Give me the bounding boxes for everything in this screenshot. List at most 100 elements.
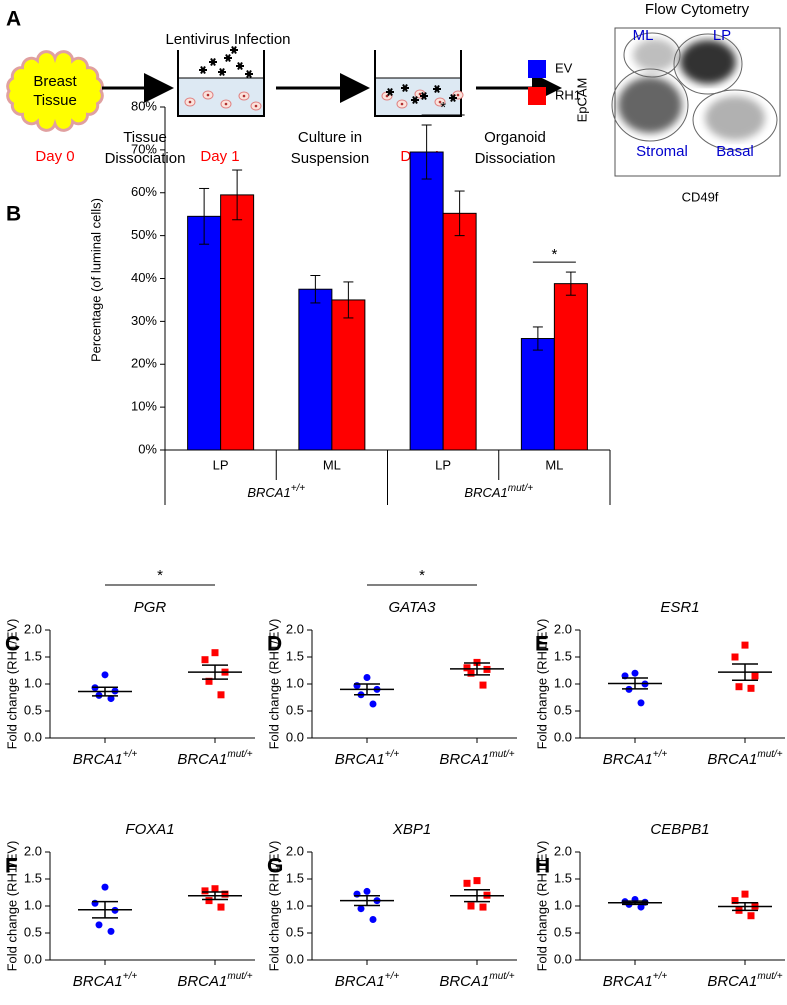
superscript: mut/+ bbox=[489, 971, 514, 982]
nucleus bbox=[188, 100, 192, 104]
virus bbox=[246, 70, 252, 78]
point bbox=[201, 887, 209, 895]
tissue-blob bbox=[6, 50, 104, 132]
step-label: Tissue bbox=[123, 129, 167, 146]
point bbox=[473, 877, 481, 885]
y-tick-label: 2.0 bbox=[24, 621, 42, 636]
y-tick-label: 0.5 bbox=[286, 702, 304, 717]
superscript: +/+ bbox=[653, 749, 668, 760]
nucleus bbox=[206, 93, 210, 97]
x-tick-label: BRCA1+/+ bbox=[335, 971, 400, 990]
gene: BRCA1 bbox=[439, 973, 489, 990]
y-tick-label: 1.0 bbox=[286, 897, 304, 912]
y-tick-label: 1.0 bbox=[554, 897, 572, 912]
gate-label: Basal bbox=[716, 143, 754, 160]
point bbox=[211, 649, 219, 657]
y-axis-label: Fold change (RH1/EV) bbox=[4, 619, 19, 750]
superscript: +/+ bbox=[123, 749, 138, 760]
panel-letter: E bbox=[535, 633, 549, 656]
point bbox=[353, 890, 361, 898]
point bbox=[357, 905, 365, 913]
point bbox=[731, 897, 739, 905]
y-tick-label: 20% bbox=[131, 356, 157, 371]
panel-title: GATA3 bbox=[389, 599, 437, 616]
point bbox=[201, 656, 209, 664]
gene: BRCA1 bbox=[439, 751, 489, 768]
y-tick-label: 1.5 bbox=[554, 870, 572, 885]
panel-letter: H bbox=[535, 855, 550, 878]
point bbox=[467, 669, 475, 677]
legend-swatch bbox=[528, 60, 546, 78]
gene: BRCA1 bbox=[73, 751, 123, 768]
point bbox=[735, 683, 743, 691]
y-tick-label: 70% bbox=[131, 141, 157, 156]
superscript: mut/+ bbox=[757, 971, 782, 982]
gate-label: Stromal bbox=[636, 143, 688, 160]
significance: * bbox=[419, 567, 425, 584]
superscript: +/+ bbox=[123, 971, 138, 982]
gene: BRCA1 bbox=[464, 485, 507, 500]
point bbox=[363, 887, 371, 895]
point bbox=[107, 927, 115, 935]
legend-label: EV bbox=[555, 60, 573, 75]
x-tick-label: LP bbox=[435, 457, 451, 472]
superscript: +/+ bbox=[385, 971, 400, 982]
gene: BRCA1 bbox=[335, 751, 385, 768]
virus bbox=[412, 96, 418, 104]
x-tick-label: LP bbox=[213, 457, 229, 472]
point bbox=[221, 890, 229, 898]
significance: * bbox=[551, 246, 557, 263]
panel-title: FOXA1 bbox=[125, 821, 174, 838]
y-tick-label: 1.0 bbox=[24, 675, 42, 690]
nucleus bbox=[254, 104, 258, 108]
bar bbox=[409, 151, 444, 451]
legend-label: RH1 bbox=[555, 87, 581, 102]
virus bbox=[450, 94, 456, 102]
nucleus bbox=[400, 102, 404, 106]
superscript: +/+ bbox=[291, 483, 306, 494]
legend-swatch bbox=[528, 87, 546, 105]
y-tick-label: 2.0 bbox=[286, 621, 304, 636]
superscript: mut/+ bbox=[227, 749, 252, 760]
nucleus bbox=[438, 100, 442, 104]
flow-y-label: EpCAM bbox=[574, 78, 589, 123]
superscript: mut/+ bbox=[757, 749, 782, 760]
x-tick-label: ML bbox=[545, 457, 563, 472]
panel-letter: A bbox=[6, 8, 21, 31]
panel-letter: C bbox=[5, 633, 20, 656]
virus bbox=[231, 46, 237, 54]
y-tick-label: 0.5 bbox=[24, 924, 42, 939]
point bbox=[369, 700, 377, 708]
point bbox=[101, 883, 109, 891]
x-tick-label: BRCA1mut/+ bbox=[439, 749, 514, 768]
y-tick-label: 0% bbox=[138, 441, 157, 456]
y-tick-label: 2.0 bbox=[24, 843, 42, 858]
point bbox=[353, 682, 361, 690]
panel-letter: G bbox=[267, 855, 283, 878]
y-tick-label: 80% bbox=[131, 98, 157, 113]
x-tick-label: BRCA1+/+ bbox=[73, 971, 138, 990]
bar bbox=[187, 215, 222, 451]
bar bbox=[442, 212, 477, 451]
y-axis-label: Fold change (RH1/EV) bbox=[4, 841, 19, 972]
y-tick-label: 1.5 bbox=[24, 648, 42, 663]
gene: BRCA1 bbox=[335, 973, 385, 990]
nucleus bbox=[418, 92, 422, 96]
x-tick-label: BRCA1mut/+ bbox=[707, 749, 782, 768]
y-tick-label: 0.5 bbox=[554, 924, 572, 939]
gene: BRCA1 bbox=[603, 973, 653, 990]
virus bbox=[421, 92, 427, 100]
gate-label: ML bbox=[633, 27, 654, 44]
virus bbox=[402, 84, 408, 92]
y-tick-label: 1.5 bbox=[286, 870, 304, 885]
flow-population bbox=[680, 40, 736, 84]
significance: * bbox=[157, 567, 163, 584]
bar bbox=[331, 299, 366, 451]
flow-x-label: CD49f bbox=[682, 189, 719, 204]
step-label: Dissociation bbox=[475, 150, 556, 167]
virus bbox=[210, 58, 216, 66]
step-label: Culture in bbox=[298, 129, 362, 146]
point bbox=[467, 902, 475, 910]
y-axis-label: Percentage (of luminal cells) bbox=[88, 198, 103, 362]
